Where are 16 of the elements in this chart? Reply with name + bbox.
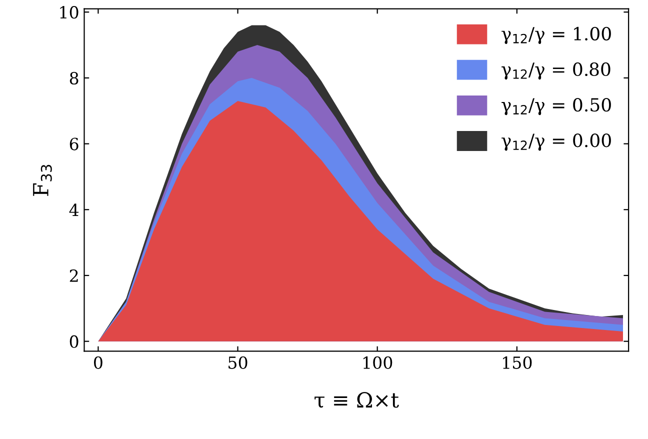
legend-label: γ$_{12}$/γ = 1.00 — [502, 26, 611, 44]
legend-label: γ$_{12}$/γ = 0.00 — [502, 134, 611, 151]
y-tick-label: 6 — [70, 138, 78, 150]
legend-label: γ$_{12}$/γ = 0.80 — [502, 62, 610, 80]
y-tick-label: 2 — [70, 269, 78, 282]
y-tick-label: 4 — [69, 204, 79, 216]
y-tick-label: 0 — [70, 335, 78, 348]
x-tick-label: 50 — [228, 356, 248, 369]
y-tick-label: 8 — [70, 72, 78, 84]
x-tick-label: 100 — [363, 356, 392, 369]
y-tick-label: 10 — [60, 6, 78, 19]
x-tick-label: 0 — [94, 356, 102, 369]
x-axis-title: τ ≡ Ω×t — [314, 392, 399, 408]
legend-label: γ$_{12}$/γ = 0.50 — [502, 98, 611, 116]
x-tick-label: 150 — [503, 356, 532, 369]
y-axis-title: F$_{33}$ — [33, 164, 52, 196]
